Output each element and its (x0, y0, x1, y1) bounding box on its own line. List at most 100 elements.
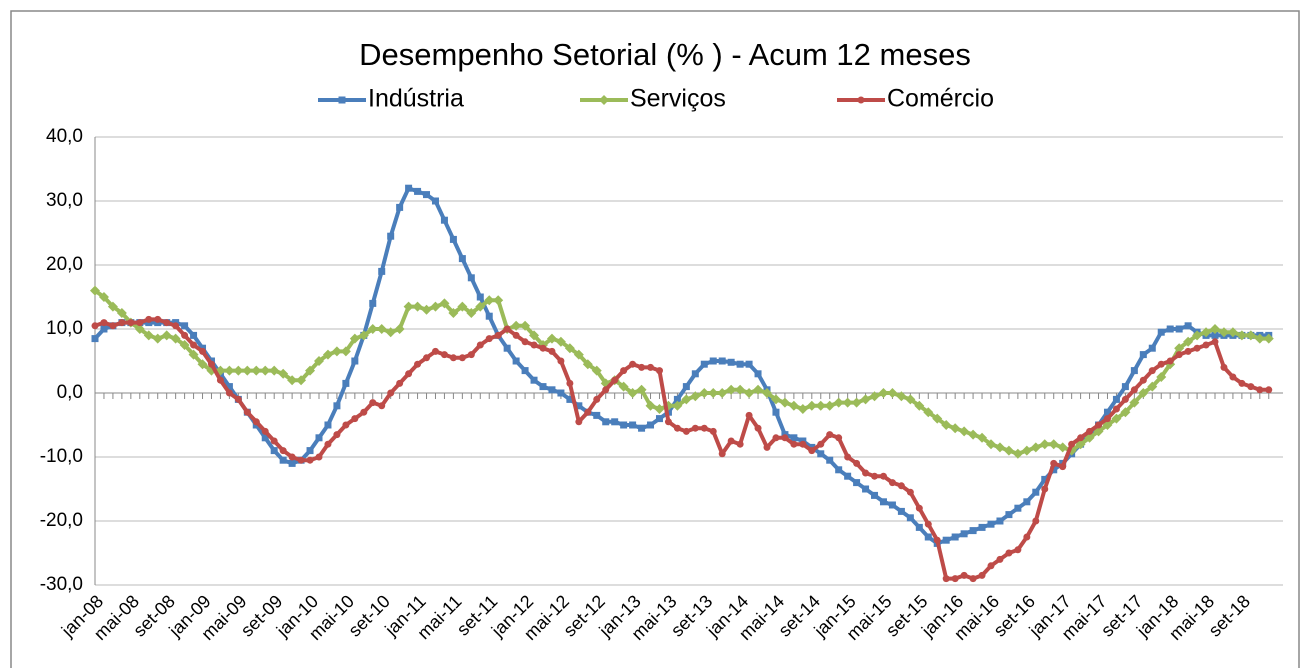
marker (324, 421, 332, 429)
marker (718, 357, 726, 365)
marker (403, 301, 414, 312)
marker (591, 365, 602, 376)
marker (833, 397, 844, 408)
marker (835, 434, 843, 442)
marker (520, 320, 531, 331)
marker (978, 523, 986, 531)
marker (494, 331, 502, 339)
marker (351, 357, 359, 365)
marker (342, 421, 350, 429)
marker (986, 439, 996, 450)
marker (1077, 434, 1085, 442)
marker (529, 330, 540, 341)
marker (181, 322, 189, 330)
marker (627, 388, 638, 398)
marker (358, 330, 369, 341)
marker (691, 424, 699, 432)
marker (573, 349, 584, 360)
marker (1086, 427, 1094, 435)
marker (788, 400, 799, 411)
marker (835, 466, 843, 474)
marker (655, 367, 663, 375)
marker (575, 402, 583, 410)
marker (691, 370, 699, 378)
marker (744, 388, 755, 398)
marker (1112, 395, 1120, 403)
marker (190, 331, 198, 339)
marker (225, 383, 233, 391)
legend-label: Indústria (368, 85, 464, 113)
marker (942, 575, 950, 583)
marker (996, 517, 1004, 525)
marker (664, 418, 672, 426)
marker (1166, 357, 1174, 365)
marker (575, 418, 583, 426)
marker (1263, 333, 1274, 344)
marker (1157, 360, 1165, 368)
marker (763, 443, 771, 451)
marker (181, 331, 189, 339)
marker (511, 320, 522, 331)
marker (826, 456, 834, 464)
marker (1211, 338, 1219, 346)
marker (871, 472, 879, 480)
marker (1021, 445, 1032, 456)
marker (530, 341, 538, 349)
marker (933, 536, 941, 544)
marker (1256, 386, 1264, 394)
marker (745, 360, 753, 368)
marker (369, 299, 377, 307)
marker (242, 365, 253, 376)
marker (915, 523, 923, 531)
marker (905, 394, 916, 405)
marker (914, 400, 925, 411)
marker (1139, 376, 1147, 384)
marker (503, 325, 511, 333)
marker (1129, 397, 1140, 408)
marker (466, 308, 477, 318)
marker (611, 418, 619, 426)
marker (960, 530, 968, 538)
marker (555, 336, 566, 347)
marker (405, 184, 413, 192)
marker (906, 488, 914, 496)
marker (1192, 330, 1203, 341)
marker (1032, 488, 1040, 496)
marker (638, 363, 646, 371)
marker (942, 536, 950, 544)
marker (297, 456, 305, 464)
marker (188, 349, 199, 360)
marker (862, 485, 870, 493)
marker (887, 388, 898, 398)
marker (152, 333, 163, 344)
marker (1120, 407, 1131, 418)
marker (647, 421, 655, 429)
marker (566, 395, 574, 403)
marker (772, 434, 780, 442)
marker (1023, 533, 1031, 541)
marker (888, 479, 896, 487)
marker (932, 413, 943, 424)
marker (414, 187, 422, 195)
marker (143, 330, 154, 341)
marker (897, 507, 905, 515)
marker (172, 322, 180, 330)
marker (234, 395, 242, 403)
marker (1147, 381, 1158, 392)
marker (163, 319, 171, 327)
marker (968, 429, 979, 440)
marker (727, 358, 735, 366)
marker (853, 479, 861, 487)
marker (941, 420, 952, 430)
marker (853, 459, 861, 467)
marker (879, 472, 887, 480)
marker (278, 368, 289, 379)
marker (862, 469, 870, 477)
marker (1050, 466, 1058, 474)
marker (145, 315, 153, 323)
marker (566, 379, 574, 387)
marker (645, 400, 656, 411)
marker (333, 402, 341, 410)
marker (950, 423, 961, 434)
marker (682, 427, 690, 435)
